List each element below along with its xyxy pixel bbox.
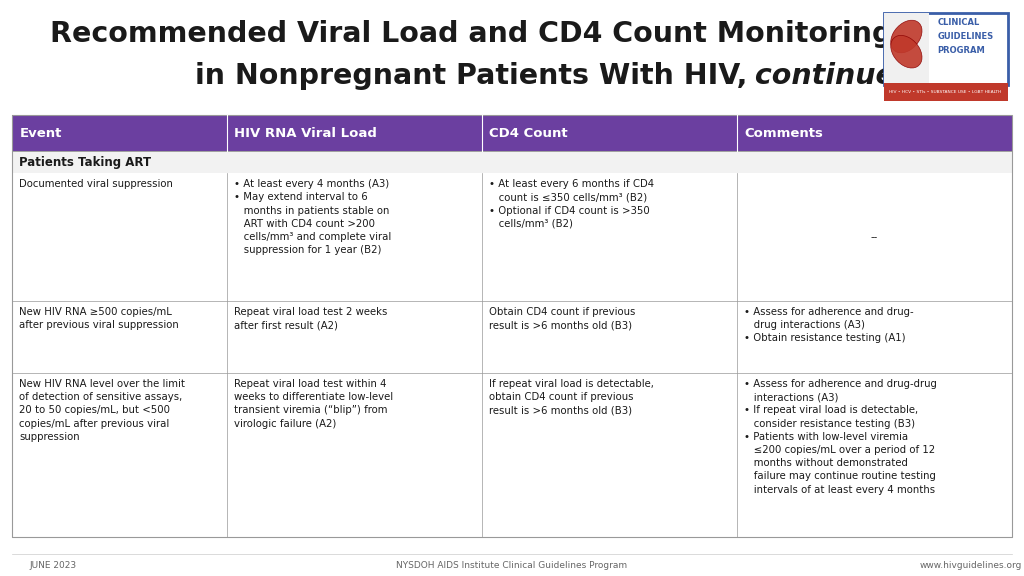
Text: NYSDOH AIDS Institute Clinical Guidelines Program: NYSDOH AIDS Institute Clinical Guideline… xyxy=(396,561,628,570)
Text: Comments: Comments xyxy=(744,127,823,140)
Text: JUNE 2023: JUNE 2023 xyxy=(30,561,77,570)
Bar xyxy=(12,151,1012,173)
Text: HIV RNA Viral Load: HIV RNA Viral Load xyxy=(234,127,377,140)
Text: GUIDELINES: GUIDELINES xyxy=(938,32,994,41)
Text: New HIV RNA ≥500 copies/mL
after previous viral suppression: New HIV RNA ≥500 copies/mL after previou… xyxy=(19,307,179,330)
Text: www.hivguidelines.org: www.hivguidelines.org xyxy=(920,561,1022,570)
Text: • Assess for adherence and drug-
   drug interactions (A3)
• Obtain resistance t: • Assess for adherence and drug- drug in… xyxy=(744,307,913,343)
Text: in Nonpregnant Patients With HIV,: in Nonpregnant Patients With HIV, xyxy=(195,62,748,90)
Bar xyxy=(884,13,1008,85)
Text: --: -- xyxy=(870,232,878,242)
Bar xyxy=(884,13,929,85)
Bar xyxy=(12,115,1012,537)
Bar xyxy=(12,173,1012,301)
Text: CLINICAL: CLINICAL xyxy=(938,18,980,26)
Text: continued: continued xyxy=(745,62,915,90)
Text: CD4 Count: CD4 Count xyxy=(489,127,568,140)
Text: Obtain CD4 count if previous
result is >6 months old (B3): Obtain CD4 count if previous result is >… xyxy=(489,307,636,330)
Text: Patients Taking ART: Patients Taking ART xyxy=(19,156,152,169)
Text: Repeat viral load test 2 weeks
after first result (A2): Repeat viral load test 2 weeks after fir… xyxy=(234,307,388,330)
Text: • Assess for adherence and drug-drug
   interactions (A3)
• If repeat viral load: • Assess for adherence and drug-drug int… xyxy=(744,379,937,495)
Bar xyxy=(884,83,1008,101)
Bar xyxy=(12,301,1012,373)
Text: • At least every 4 months (A3)
• May extend interval to 6
   months in patients : • At least every 4 months (A3) • May ext… xyxy=(234,179,391,255)
Text: PROGRAM: PROGRAM xyxy=(938,46,985,55)
Text: Recommended Viral Load and CD4 Count Monitoring: Recommended Viral Load and CD4 Count Mon… xyxy=(50,20,892,48)
Text: Event: Event xyxy=(19,127,61,140)
Text: • At least every 6 months if CD4
   count is ≤350 cells/mm³ (B2)
• Optional if C: • At least every 6 months if CD4 count i… xyxy=(489,179,654,229)
Ellipse shape xyxy=(891,20,922,53)
Text: New HIV RNA level over the limit
of detection of sensitive assays,
20 to 50 copi: New HIV RNA level over the limit of dete… xyxy=(19,379,185,442)
Bar xyxy=(12,373,1012,537)
Text: Documented viral suppression: Documented viral suppression xyxy=(19,179,173,189)
Text: HIV • HCV • STIs • SUBSTANCE USE • LGBT HEALTH: HIV • HCV • STIs • SUBSTANCE USE • LGBT … xyxy=(889,90,1001,94)
Bar xyxy=(12,115,1012,151)
Text: Repeat viral load test within 4
weeks to differentiate low-level
transient virem: Repeat viral load test within 4 weeks to… xyxy=(234,379,393,429)
Text: If repeat viral load is detectable,
obtain CD4 count if previous
result is >6 mo: If repeat viral load is detectable, obta… xyxy=(489,379,654,415)
Ellipse shape xyxy=(891,35,922,68)
